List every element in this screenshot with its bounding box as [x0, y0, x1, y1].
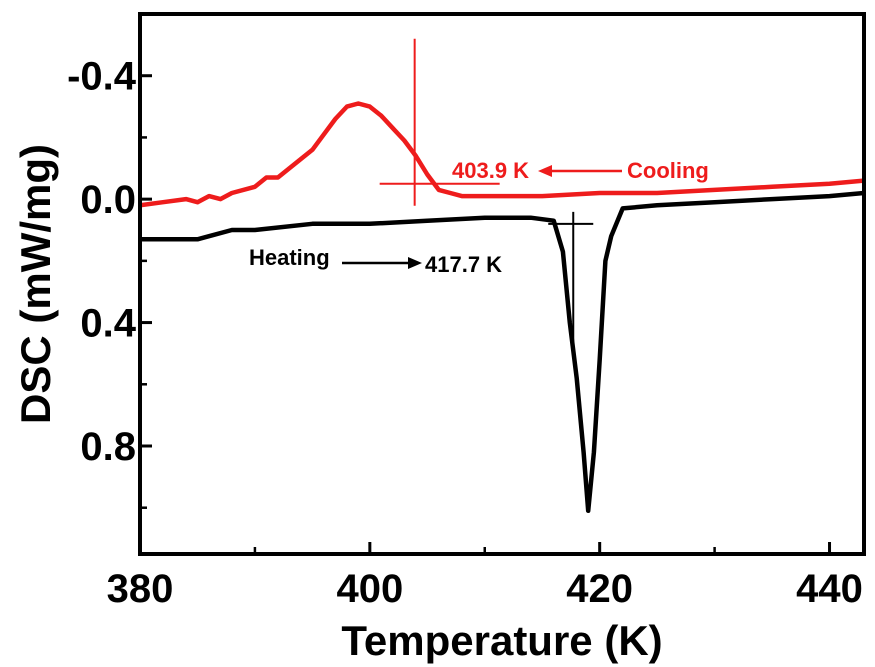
x-tick-label: 380 [107, 567, 174, 611]
heating-temperature-label: 417.7 K [425, 252, 502, 277]
y-tick-label: 0.8 [80, 425, 136, 469]
series-layer [140, 101, 864, 514]
cooling-label: Cooling [627, 158, 709, 183]
x-tick-label: 400 [336, 567, 403, 611]
y-axis-title: DSC (mW/mg) [12, 144, 59, 424]
y-tick-label: 0.4 [80, 302, 136, 346]
cooling-temperature-label: 403.9 K [452, 158, 529, 183]
y-tick-label: -0.4 [67, 55, 137, 99]
axis-ticks: 380 400 420 440 -0.4 0.0 0.4 0.8 [67, 55, 863, 611]
x-tick-label: 440 [796, 567, 863, 611]
plot-frame [138, 12, 866, 556]
heating-arrow [342, 257, 422, 269]
y-tick-label: 0.0 [80, 178, 136, 222]
x-axis-title: Temperature (K) [341, 617, 662, 664]
cooling-curve [140, 101, 864, 208]
x-tick-label: 420 [566, 567, 633, 611]
annotation-markers [379, 38, 594, 349]
cooling-arrow [538, 165, 622, 177]
heating-curve [140, 190, 864, 514]
heating-label: Heating [249, 245, 330, 270]
